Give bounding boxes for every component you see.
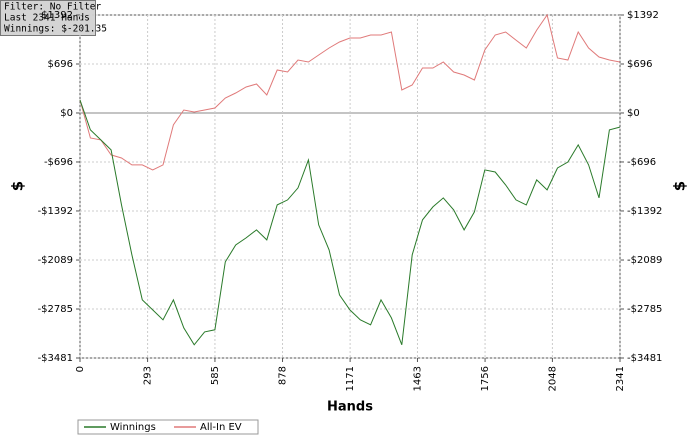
plot-area bbox=[79, 14, 621, 359]
y2-tick-label: -$2089 bbox=[627, 255, 662, 266]
series-line bbox=[79, 13, 620, 171]
y2-tick-label: $696 bbox=[627, 59, 652, 70]
x-tick-label: 1171 bbox=[345, 366, 356, 391]
x-tick-label: 1756 bbox=[480, 366, 491, 391]
y2-tick-label: $0 bbox=[627, 108, 640, 119]
y-tick-label: $1392 bbox=[41, 10, 73, 21]
info-bg bbox=[0, 0, 96, 36]
legend-label: All-In EV bbox=[200, 422, 242, 433]
y-axis-label: $ bbox=[9, 181, 27, 191]
x-tick-label: 0 bbox=[75, 366, 86, 372]
y-tick-label: -$3481 bbox=[38, 353, 73, 364]
legend bbox=[77, 419, 259, 435]
y2-axis-label: $ bbox=[671, 181, 689, 191]
y2-tick-label: -$2785 bbox=[627, 304, 662, 315]
y-tick-label: -$2785 bbox=[38, 304, 73, 315]
x-tick-label: 2341 bbox=[615, 366, 626, 391]
x-tick-label: 293 bbox=[143, 366, 154, 385]
y-tick-label: -$2089 bbox=[38, 255, 73, 266]
y2-tick-label: -$696 bbox=[627, 157, 656, 168]
y2-tick-label: -$1392 bbox=[627, 206, 662, 217]
x-tick-label: 1463 bbox=[412, 366, 423, 391]
y2-tick-label: -$3481 bbox=[627, 353, 662, 364]
y-tick-label: -$696 bbox=[44, 157, 73, 168]
x-tick-label: 585 bbox=[210, 366, 221, 385]
x-axis-label: Hands bbox=[327, 400, 373, 415]
info-line: Filter: No Filter bbox=[4, 2, 102, 13]
info-line: Last 2341 Hands bbox=[4, 13, 90, 24]
y-tick-label: -$1392 bbox=[38, 206, 73, 217]
info-line: Winnings: $-201.35 bbox=[4, 24, 107, 35]
series-line bbox=[79, 99, 620, 346]
y2-tick-label: $1392 bbox=[627, 10, 659, 21]
y-tick-label: $0 bbox=[60, 108, 73, 119]
info-box: Filter: No Filter Last 2341 Hands Winnin… bbox=[0, 0, 107, 36]
y-tick-label: $696 bbox=[48, 59, 73, 70]
legend-label: Winnings bbox=[110, 422, 156, 433]
x-tick-label: 2048 bbox=[547, 366, 558, 391]
x-tick-label: 878 bbox=[278, 366, 289, 385]
